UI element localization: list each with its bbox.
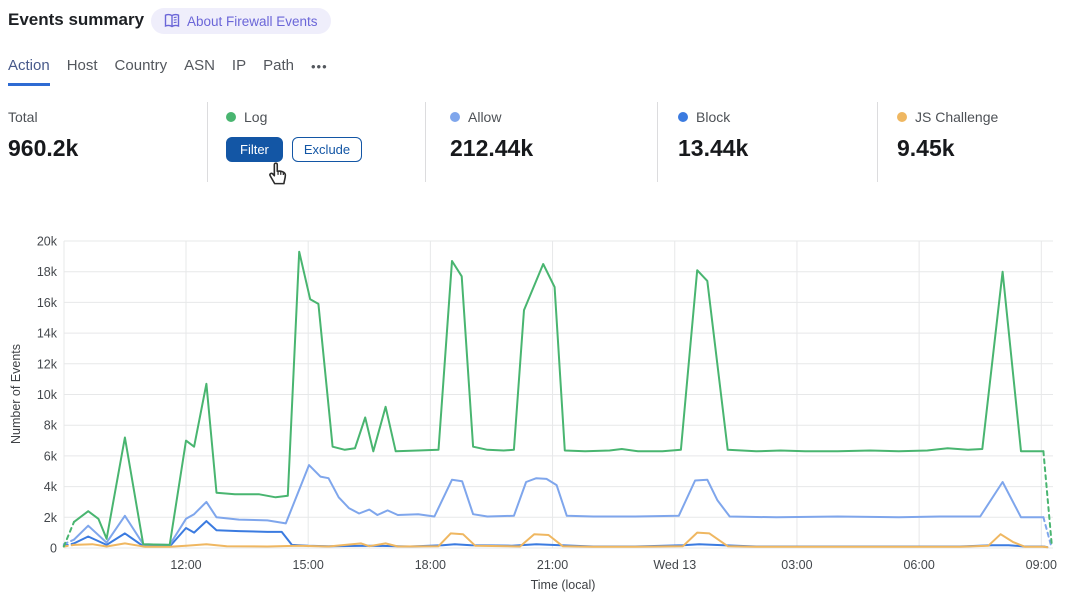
series-line-js-challenge-leading-dashed	[62, 543, 75, 548]
legend-dot-allow	[450, 112, 460, 122]
stat-card-block[interactable]: Block 13.44k	[678, 108, 748, 162]
stat-divider	[877, 102, 878, 182]
series-line-allow-trailing-dashed	[1042, 516, 1053, 549]
stat-label: Total	[8, 109, 38, 125]
y-axis-tick-label: 4k	[44, 480, 58, 494]
tab-asn[interactable]: ASN	[184, 57, 215, 74]
filter-button[interactable]: Filter	[226, 137, 283, 162]
about-firewall-events-badge[interactable]: About Firewall Events	[151, 8, 331, 34]
tab-path[interactable]: Path	[263, 57, 294, 74]
y-axis-tick-label: 8k	[44, 419, 58, 433]
x-axis-tick-label: Wed 13	[653, 558, 696, 572]
tab-country[interactable]: Country	[114, 57, 168, 74]
stat-label: Block	[696, 109, 731, 125]
stat-card-allow[interactable]: Allow 212.44k	[450, 108, 533, 162]
stat-card-log[interactable]: Log Filter Exclude	[226, 108, 363, 162]
stat-value: 212.44k	[450, 135, 534, 161]
legend-dot-log	[226, 112, 236, 122]
stat-divider	[425, 102, 426, 182]
stat-card-js-challenge[interactable]: JS Challenge 9.45k	[897, 108, 998, 162]
y-axis-tick-label: 18k	[37, 265, 58, 279]
x-axis-tick-label: 03:00	[781, 558, 812, 572]
book-icon	[164, 13, 180, 28]
stat-value: 960.2k	[8, 135, 79, 161]
exclude-button[interactable]: Exclude	[291, 137, 363, 162]
stat-label: JS Challenge	[915, 109, 999, 125]
x-axis-tick-label: 12:00	[170, 558, 201, 572]
page-title: Events summary	[8, 10, 145, 29]
y-axis-tick-label: 20k	[37, 235, 58, 249]
stat-value: 9.45k	[897, 135, 955, 161]
summary-tabs: Action Host Country ASN IP Path •••	[8, 57, 328, 86]
stat-card-header: Allow	[450, 108, 533, 126]
x-axis-tick-label: 15:00	[293, 558, 324, 572]
about-badge-label: About Firewall Events	[187, 13, 318, 29]
tabs-more-button[interactable]: •••	[310, 59, 328, 74]
y-axis-tick-label: 2k	[44, 511, 58, 525]
x-axis-tick-label: 18:00	[415, 558, 446, 572]
series-line-log	[73, 250, 1045, 546]
y-axis-title: Number of Events	[9, 344, 23, 444]
legend-dot-block	[678, 112, 688, 122]
series-line-log-trailing-dashed	[1042, 450, 1053, 548]
series-line-js-challenge-trailing-dashed	[1042, 545, 1051, 549]
stat-divider	[207, 102, 208, 182]
stat-label: Log	[244, 109, 268, 125]
x-axis-title: Time (local)	[531, 578, 596, 592]
x-axis-tick-label: 09:00	[1026, 558, 1057, 572]
tab-action[interactable]: Action	[8, 57, 50, 86]
stat-card-header: Total	[8, 108, 78, 126]
tab-ip[interactable]: IP	[231, 57, 247, 74]
stat-hover-buttons: Filter Exclude	[226, 137, 363, 162]
series-line-allow	[73, 464, 1045, 546]
stat-value: 13.44k	[678, 135, 749, 161]
y-axis-tick-label: 14k	[37, 327, 58, 341]
tab-host[interactable]: Host	[66, 57, 98, 74]
legend-dot-js-challenge	[897, 112, 907, 122]
stat-divider	[657, 102, 658, 182]
series-line-log-leading-dashed	[62, 520, 75, 548]
stat-card-header: Block	[678, 108, 748, 126]
y-axis-tick-label: 10k	[37, 388, 58, 402]
chart-plot-area[interactable]	[64, 241, 1053, 548]
y-axis-tick-label: 16k	[37, 296, 58, 310]
x-axis-tick-label: 06:00	[903, 558, 934, 572]
y-axis-tick-label: 0	[50, 542, 57, 556]
stat-label: Allow	[468, 109, 502, 125]
x-axis-tick-label: 21:00	[537, 558, 568, 572]
series-line-js-challenge	[73, 531, 1045, 548]
y-axis-tick-label: 12k	[37, 357, 58, 371]
y-axis-tick-label: 6k	[44, 449, 58, 463]
stat-card-header: JS Challenge	[897, 108, 998, 126]
stat-card-header: Log	[226, 108, 362, 126]
stat-card-total[interactable]: Total 960.2k	[8, 108, 78, 162]
